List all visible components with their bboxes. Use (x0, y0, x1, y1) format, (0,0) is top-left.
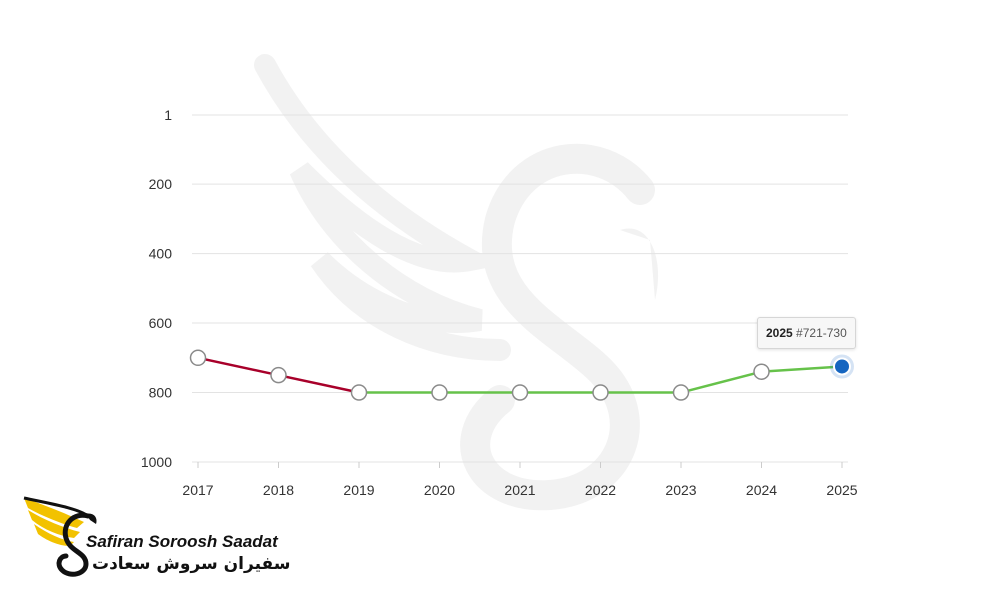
series-line-segment (760, 365, 844, 373)
data-point (672, 384, 690, 401)
y-tick-label: 600 (149, 315, 173, 331)
data-point (511, 384, 529, 401)
y-tick-label: 800 (149, 385, 173, 401)
tooltip-rank: #721-730 (796, 326, 847, 340)
highlighted-data-point (833, 357, 851, 376)
data-tooltip: 2025 #721-730 (757, 317, 856, 349)
company-logo: Safiran Soroosh Saadat سفیران سروش سعادت (22, 494, 292, 580)
data-point (189, 349, 207, 367)
series-line-segment (679, 370, 763, 394)
y-tick-label: 200 (149, 176, 173, 192)
series-line-segment (196, 356, 280, 377)
tooltip-year: 2025 (766, 326, 793, 340)
y-tick-label: 1000 (141, 454, 172, 470)
watermark-logo (254, 54, 659, 511)
x-tick-label: 2020 (424, 482, 455, 498)
x-tick-label: 2023 (665, 482, 696, 498)
y-tick-label: 400 (149, 246, 173, 262)
logo-text-persian: سفیران سروش سعادت (92, 554, 291, 574)
data-point (350, 384, 368, 401)
data-point (753, 363, 770, 380)
x-tick-label: 2018 (263, 482, 294, 498)
x-tick-label: 2024 (746, 482, 777, 498)
x-tick-label: 2017 (182, 482, 213, 498)
y-tick-label: 1 (164, 107, 172, 123)
x-tick-label: 2025 (826, 482, 857, 498)
data-point (592, 384, 609, 401)
data-point (270, 366, 287, 384)
series-line-segment (277, 373, 361, 394)
logo-text-english: Safiran Soroosh Saadat (86, 532, 278, 551)
x-tick-label: 2019 (343, 482, 374, 498)
data-point (431, 384, 448, 401)
x-tick-label: 2021 (504, 482, 535, 498)
x-tick-label: 2022 (585, 482, 616, 498)
wing-logo-icon (23, 496, 97, 577)
